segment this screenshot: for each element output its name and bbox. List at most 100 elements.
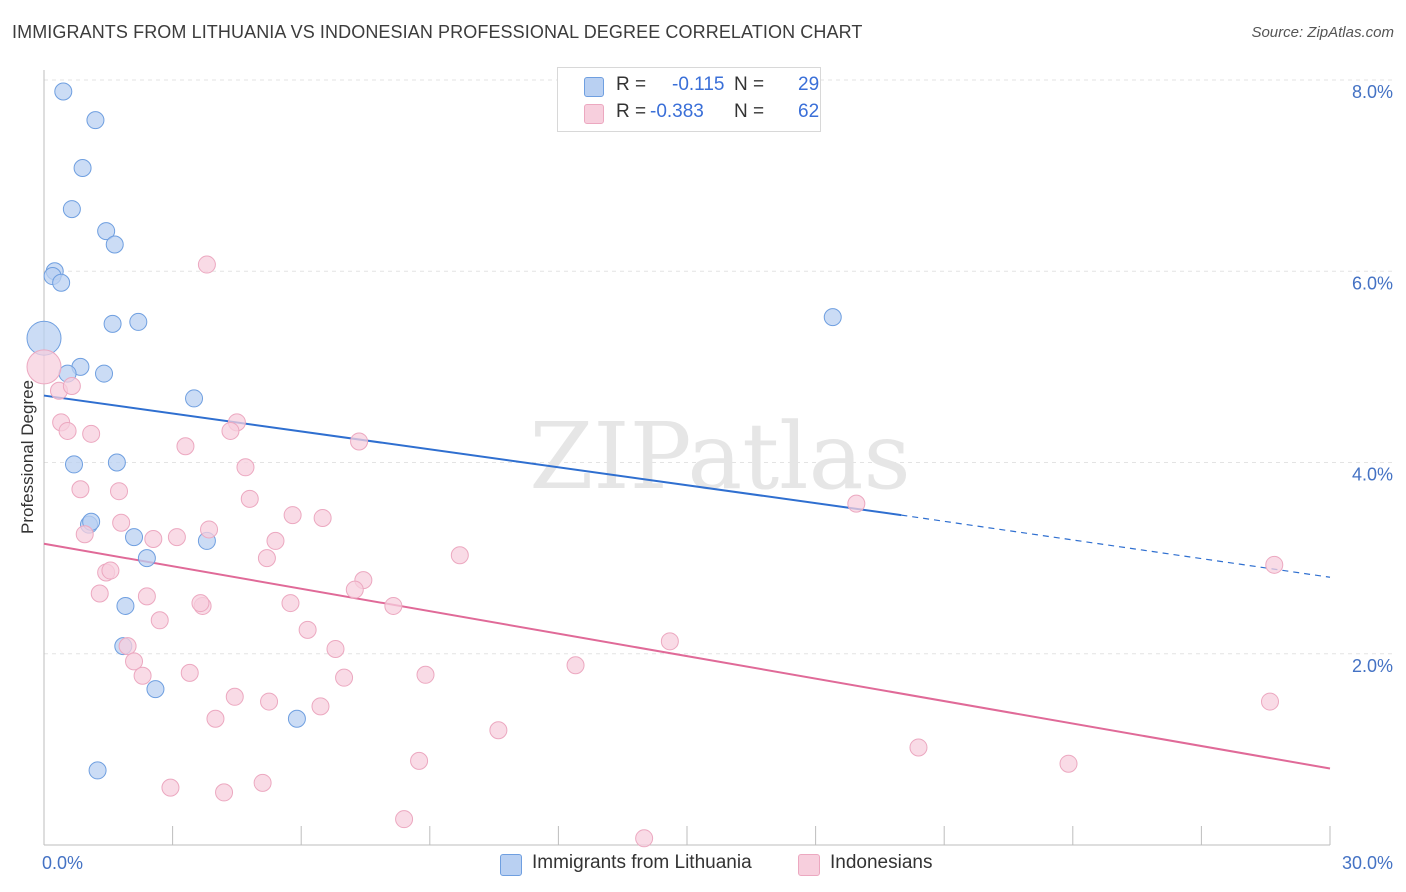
indonesians-point [416,665,435,684]
indonesians-point [489,721,508,740]
n-label: N = [734,74,765,95]
y-tick-label: 4.0% [1352,465,1393,485]
source-credit: Source: ZipAtlas.com [1251,24,1394,41]
indonesians-point [847,494,866,513]
lithuania-point [105,235,124,254]
indonesians-point [101,561,120,580]
r-label: R = [616,74,647,95]
indonesians-point [1059,754,1078,773]
indonesians-point [410,751,429,770]
r-value: -0.383 [650,101,704,122]
indonesians-point [26,349,62,385]
indonesians-trend-line [43,542,1331,770]
stats-legend: R = -0.115 N = 29 R = -0.383 N = 62 [557,67,821,132]
x-tick-label: 30.0% [1342,853,1393,873]
indonesians-point [176,437,195,456]
trend-lines [43,394,1331,770]
indonesians-point [395,810,414,829]
indonesians-point [283,506,302,525]
indonesians-point [191,594,210,613]
indonesians-point [635,829,654,848]
n-label: N = [734,101,765,122]
legend-label: Immigrants from Lithuania [532,852,752,873]
indonesians-point [90,584,109,603]
y-tick-label: 2.0% [1352,656,1393,676]
indonesians-point [240,489,259,508]
indonesians-point [206,709,225,728]
indonesians-point [281,594,300,613]
indonesians-point [167,528,186,547]
indonesians-point [150,611,169,630]
indonesians-point [125,652,144,671]
legend-swatch-lithuania [500,854,522,876]
tick-labels: 2.0% 4.0% 6.0% 8.0% 0.0% 30.0% [42,82,1393,873]
lithuania-point [88,761,107,780]
indonesians-point [450,546,469,565]
legend-swatch-lithuania [584,77,604,97]
lithuania-point [129,312,148,331]
indonesians-point [71,480,90,499]
lithuania-point [62,200,81,219]
indonesians-point [112,513,131,532]
indonesians-point [345,580,364,599]
indonesians-point [161,778,180,797]
indonesians-point [82,424,101,443]
legend-swatch-indonesians [584,104,604,124]
chart-title: IMMIGRANTS FROM LITHUANIA VS INDONESIAN … [12,22,863,42]
indonesians-point [660,632,679,651]
indonesians-point [909,738,928,757]
indonesians-point [335,668,354,687]
lithuania-point [116,596,135,615]
lithuania-trend-line [43,394,902,517]
lithuania-point [823,308,842,327]
indonesians-point [566,656,585,675]
indonesians-point [266,531,285,550]
gridlines [44,79,1392,655]
lithuania-point [86,111,105,130]
y-tick-label: 8.0% [1352,82,1393,102]
indonesians-point [221,421,240,440]
n-value: 62 [798,101,820,122]
indonesians-point [326,639,345,658]
axes [43,70,1331,846]
indonesians-point [1260,692,1279,711]
indonesians-point [311,697,330,716]
indonesians-point [215,783,234,802]
indonesians-point [236,458,255,477]
x-tick-label: 0.0% [42,853,83,873]
indonesians-point [1265,555,1284,574]
indonesians-point [197,255,216,274]
indonesians-point [313,508,332,527]
lithuania-point [54,82,73,101]
indonesians-point [75,525,94,544]
lithuania-point [95,364,114,383]
indonesians-point [260,692,279,711]
indonesians-point [110,482,129,501]
watermark: ZIPatlas [529,403,910,510]
lithuania-point [146,680,165,699]
legend-swatch-indonesians [798,854,820,876]
indonesians-point [350,432,369,451]
legend-label: Indonesians [830,852,933,873]
indonesians-point [225,687,244,706]
indonesians-point [133,666,152,685]
data-points [26,82,1284,848]
indonesians-point [62,377,81,395]
lithuania-point [107,453,126,472]
lithuania-point [97,222,116,241]
indonesians-point [384,596,403,615]
indonesians-point [58,421,77,440]
lithuania-point [185,389,204,408]
indonesians-point [298,620,317,639]
indonesians-point [253,773,272,792]
lithuania-point [65,455,84,474]
indonesians-point [200,520,219,539]
lithuania-point [287,709,306,728]
indonesians-point [118,637,137,656]
indonesians-point [144,530,163,548]
n-value: 29 [798,74,820,95]
lithuania-point [52,273,71,292]
r-label: R = [616,101,647,122]
indonesians-point [180,663,199,682]
lithuania-point [125,528,144,547]
